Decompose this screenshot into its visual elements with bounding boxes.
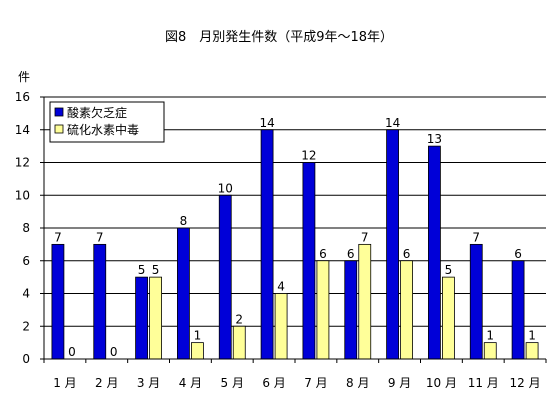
bar-oxygen-deficiency [218, 194, 232, 360]
data-label: 1 [194, 329, 202, 343]
data-label: 10 [218, 181, 233, 195]
bar-hydrogen-sulfide [400, 260, 413, 360]
data-label: 1 [528, 329, 536, 343]
data-label: 4 [277, 280, 285, 294]
y-tick-labels: 0 2 4 6 8 10 12 14 16 [15, 90, 30, 366]
bar-hydrogen-sulfide [274, 293, 288, 360]
bar-oxygen-deficiency [135, 276, 148, 360]
bar-hydrogen-sulfide [191, 342, 204, 360]
data-label: 7 [472, 230, 480, 244]
data-label: 5 [138, 263, 146, 277]
y-axis-unit-label: 件 [18, 70, 30, 84]
data-label: 5 [152, 263, 160, 277]
bar-oxygen-deficiency [302, 162, 316, 360]
bar-oxygen-deficiency [51, 243, 65, 360]
legend-swatch [54, 107, 64, 117]
x-tick-label: 10 月 [426, 376, 457, 390]
y-tick-label: 2 [22, 319, 30, 333]
bar-oxygen-deficiency [177, 227, 190, 360]
bar-oxygen-deficiency [93, 243, 107, 360]
y-tick-label: 0 [22, 352, 30, 366]
bar-oxygen-deficiency [344, 260, 358, 360]
data-label: 0 [110, 345, 118, 359]
x-tick-label: 1 月 [53, 376, 76, 390]
bar-oxygen-deficiency [511, 260, 525, 360]
x-tick-label: 12 月 [510, 376, 541, 390]
data-label: 2 [235, 312, 243, 326]
data-label: 13 [427, 132, 442, 146]
bar-hydrogen-sulfide [358, 243, 372, 360]
data-label: 5 [445, 263, 453, 277]
y-tick-label: 12 [15, 156, 30, 170]
x-tick-label: 4 月 [179, 376, 202, 390]
data-label: 6 [514, 247, 522, 261]
legend-box [49, 101, 165, 143]
data-label: 14 [259, 116, 274, 130]
data-label: 7 [361, 230, 369, 244]
data-label: 7 [54, 230, 62, 244]
bar-hydrogen-sulfide [316, 260, 330, 360]
data-label: 14 [385, 116, 400, 130]
data-label: 6 [347, 247, 355, 261]
chart-title: 図8 月別発生件数（平成9年〜18年） [165, 30, 393, 45]
y-tick-label: 4 [22, 287, 30, 301]
legend-swatch [54, 124, 64, 134]
x-tick-label: 6 月 [262, 376, 285, 390]
bar-hydrogen-sulfide [525, 342, 539, 360]
bar-oxygen-deficiency [386, 129, 399, 360]
y-tick-label: 10 [15, 188, 30, 202]
data-label: 7 [96, 230, 104, 244]
x-tick-labels: 1 月 2 月 3 月 4 月 5 月 6 月 7 月 8 月 9 月 10 月 11 月 12 月 [53, 376, 540, 390]
data-label: 6 [403, 247, 411, 261]
bar-hydrogen-sulfide [442, 276, 455, 360]
y-tick-label: 8 [22, 221, 30, 235]
axes [40, 96, 547, 363]
data-label: 1 [486, 329, 494, 343]
bar-hydrogen-sulfide [232, 325, 246, 360]
data-label: 12 [301, 149, 316, 163]
x-tick-label: 11 月 [468, 376, 499, 390]
bar-hydrogen-sulfide [149, 276, 162, 360]
x-tick-label: 3 月 [137, 376, 160, 390]
y-tick-label: 6 [22, 254, 30, 268]
data-label: 6 [319, 247, 327, 261]
x-tick-label: 9 月 [388, 376, 411, 390]
x-tick-label: 2 月 [95, 376, 118, 390]
bar-oxygen-deficiency [428, 145, 441, 360]
y-tick-label: 16 [15, 90, 30, 104]
x-tick-label: 5 月 [221, 376, 244, 390]
data-label: 0 [68, 345, 76, 359]
y-tick-label: 14 [15, 123, 30, 137]
bar-oxygen-deficiency [469, 243, 483, 360]
x-tick-label: 8 月 [346, 376, 369, 390]
bar-hydrogen-sulfide [483, 342, 497, 360]
data-label: 8 [180, 214, 188, 228]
x-tick-label: 7 月 [304, 376, 327, 390]
legend-label: 酸素欠乏症 [67, 105, 127, 120]
bar-oxygen-deficiency [260, 129, 274, 360]
legend-label: 硫化水素中毒 [67, 122, 139, 137]
bar-series [51, 129, 539, 360]
